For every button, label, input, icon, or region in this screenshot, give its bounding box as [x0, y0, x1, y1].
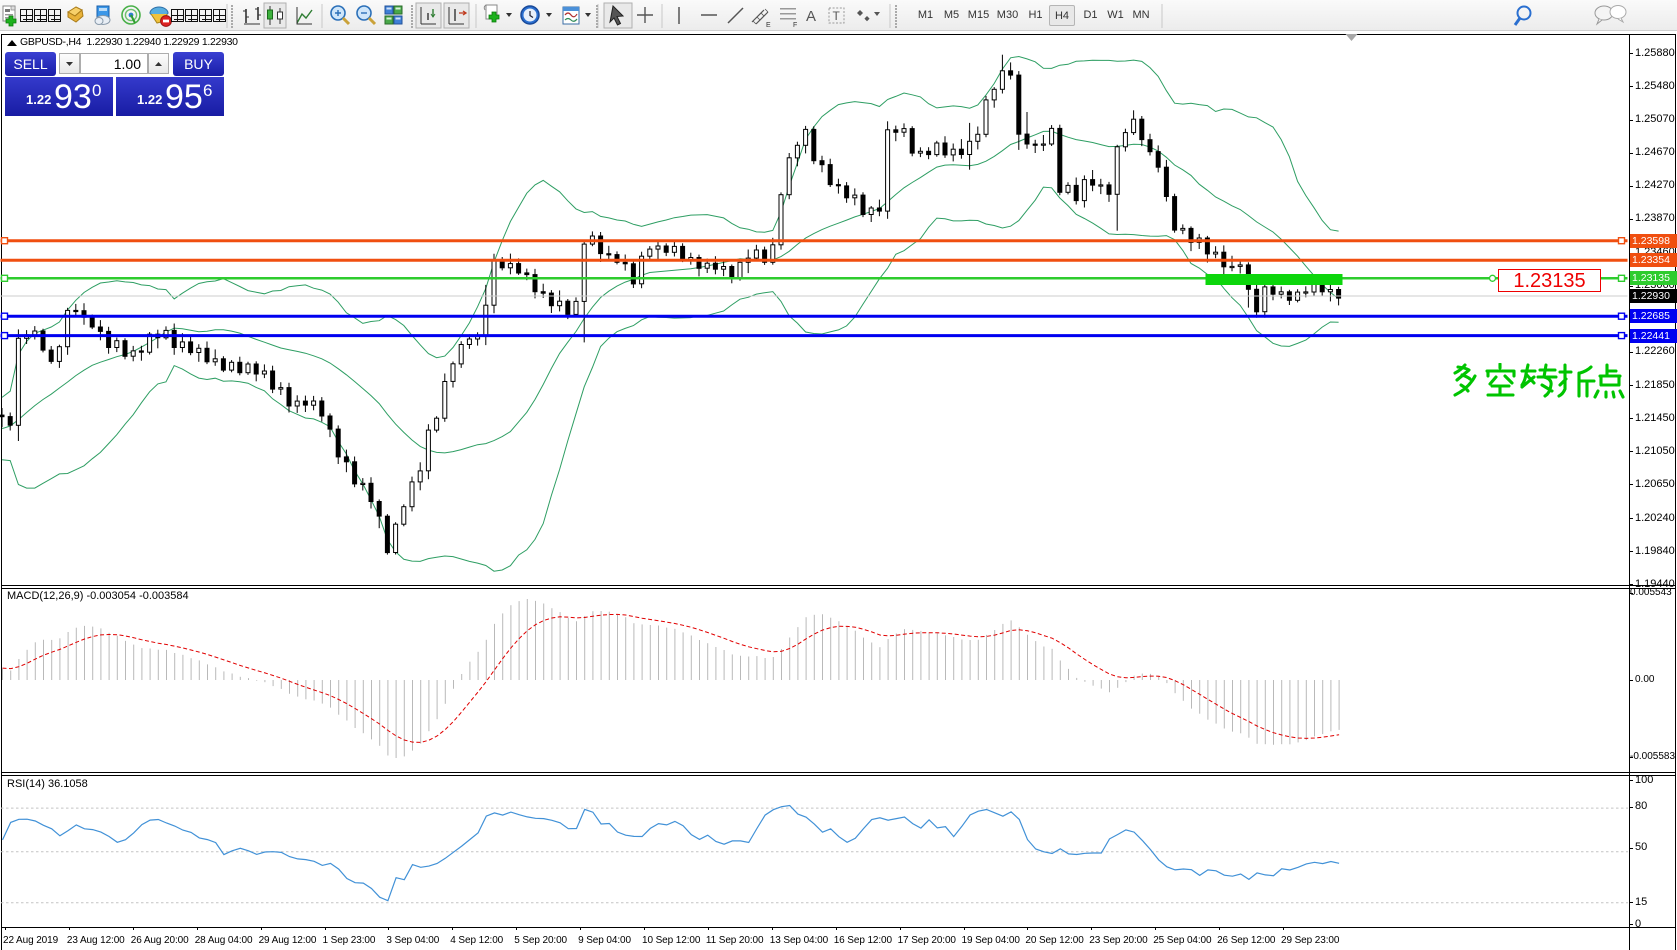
svg-text:E: E [766, 22, 771, 29]
svg-text:F: F [793, 22, 797, 29]
svg-text:A: A [806, 8, 816, 25]
svg-text:T: T [833, 9, 841, 23]
